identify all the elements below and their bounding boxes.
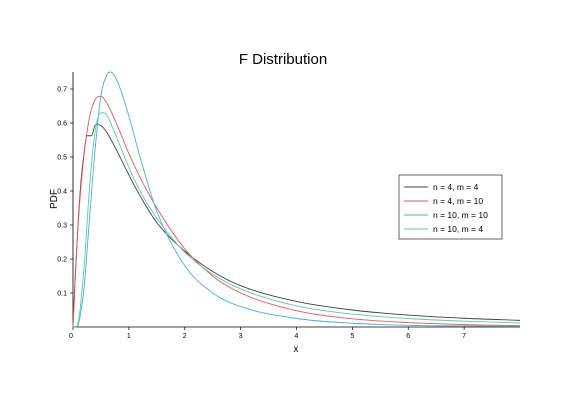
x-tick-label: 7 [462, 333, 466, 340]
legend-label: n = 4, m = 10 [433, 196, 483, 206]
legend-box [398, 174, 503, 240]
y-tick-label: 0.1 [57, 291, 67, 298]
x-axis-label: x [294, 344, 299, 355]
y-axis-label: PDF [49, 189, 60, 209]
x-tick-label: 0 [69, 333, 73, 340]
y-tick-label: 0.5 [57, 155, 67, 162]
series-lines [72, 71, 521, 328]
y-tick-label: 0.4 [57, 189, 67, 196]
legend-label: n = 4, m = 4 [433, 182, 479, 192]
legend-label: n = 10, m = 4 [433, 224, 483, 234]
x-tick-label: 3 [239, 333, 243, 340]
x-tick-label: 1 [127, 333, 131, 340]
x-tick-label: 5 [350, 333, 354, 340]
legend: n = 4, m = 4 n = 4, m = 10 n = 10, m = 10 n… [398, 174, 503, 240]
x-tick-label: 6 [406, 333, 410, 340]
x-tick-label: 2 [183, 333, 187, 340]
y-tick-label: 0.2 [57, 257, 67, 264]
y-axis-ticks: 0.1 0.2 0.3 0.4 0.5 0.6 0.7 [57, 87, 73, 298]
y-tick-label: 0.6 [57, 121, 67, 128]
chart-title: F Distribution [239, 51, 327, 68]
x-axis-ticks: 0 1 2 3 4 5 6 7 [69, 327, 466, 340]
y-tick-label: 0.3 [57, 223, 67, 230]
legend-label: n = 10, m = 10 [433, 210, 488, 220]
series-line-4 [72, 112, 521, 328]
x-tick-label: 4 [295, 333, 299, 340]
series-line-3 [72, 71, 521, 328]
y-tick-label: 0.7 [57, 87, 67, 94]
series-line-2 [72, 95, 521, 328]
